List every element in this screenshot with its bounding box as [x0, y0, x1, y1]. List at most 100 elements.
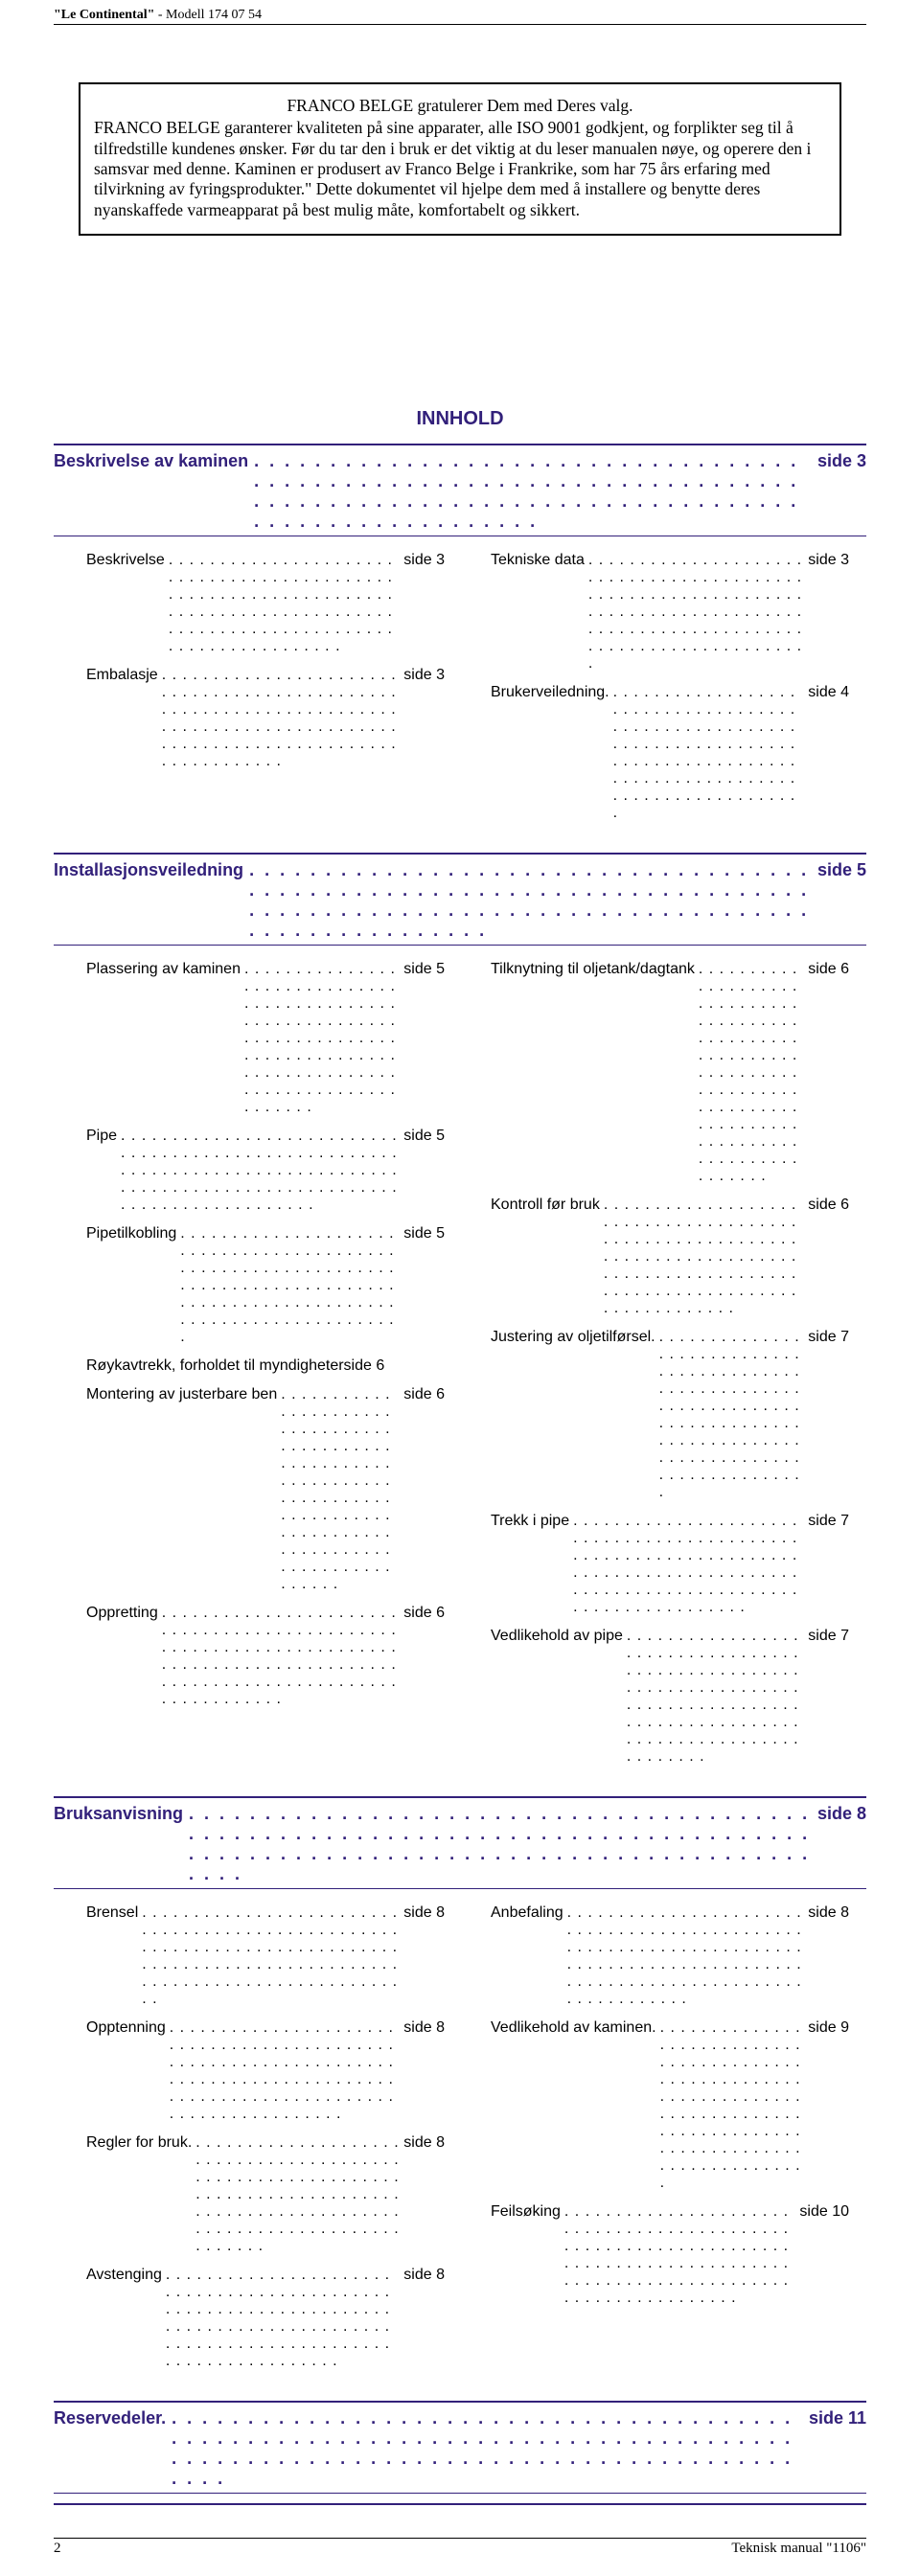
toc-item-label: Trekk i pipe	[491, 1513, 569, 1530]
toc-dots	[699, 961, 804, 1185]
toc-item: Montering av justerbare ben side 6	[86, 1386, 445, 1593]
toc-item-label: Beskrivelse	[86, 552, 165, 569]
toc-item-page: side 6	[344, 1357, 385, 1375]
toc-section-head: Beskrivelse av kaminenside 3	[54, 451, 866, 532]
toc-item: Plassering av kaminen side 5	[86, 961, 445, 1116]
toc-columns: Brenselside 8Opptenningside 8Regler for …	[54, 1897, 866, 2391]
toc-section-head: Reservedeler. side 11	[54, 2408, 866, 2489]
toc-col-right: Anbefaling side 8 Vedlikehold av kaminen. s…	[491, 1901, 849, 2382]
footer-manual: Teknisk manual "1106"	[731, 2541, 866, 2557]
toc-section-label: Bruksanvisning	[54, 1804, 183, 1824]
toc-dots	[573, 1513, 804, 1616]
toc-dots	[121, 1128, 400, 1214]
toc-dots	[660, 2019, 805, 2192]
toc-item-page: side 5	[403, 1128, 445, 1145]
toc-dots	[166, 2267, 400, 2370]
toc-item-label: Brensel	[86, 1904, 138, 1922]
toc-dots	[659, 1329, 805, 1501]
intro-body: FRANCO BELGE garanterer kvaliteten på si…	[94, 118, 826, 220]
toc-item-label: Røykavtrekk, forholdet til myndigheter	[86, 1357, 344, 1375]
toc-item-page: side 8	[403, 2019, 445, 2037]
toc-item: Regler for bruk. side 8	[86, 2134, 445, 2255]
toc-col-left: Brenselside 8Opptenningside 8Regler for …	[86, 1901, 445, 2382]
toc-item-label: Plassering av kaminen	[86, 961, 241, 978]
toc-item-label: Tekniske data	[491, 552, 585, 569]
toc-section-page: side 5	[817, 860, 866, 880]
toc-item-label: Anbefaling	[491, 1904, 564, 1922]
toc-item-page: side 6	[808, 1197, 849, 1214]
toc-dots	[196, 2134, 400, 2255]
toc-dots	[588, 552, 804, 672]
toc-dots	[169, 552, 400, 655]
toc-dots	[189, 1804, 812, 1884]
toc-item-page: side 6	[808, 961, 849, 978]
toc-item: Tekniske dataside 3	[491, 552, 849, 672]
toc-item-page: side 8	[403, 2267, 445, 2284]
toc-item: Tilknytning til oljetank/dagtank side 6	[491, 961, 849, 1185]
toc-dots	[170, 2019, 401, 2123]
toc-dots	[567, 1904, 805, 2008]
toc-dots	[627, 1628, 804, 1766]
toc-item: Avstenging side 8	[86, 2267, 445, 2370]
toc-item-label: Tilknytning til oljetank/dagtank	[491, 961, 695, 978]
toc-col-right: Tekniske dataside 3Brukerveiledning.side…	[491, 548, 849, 833]
toc-section-label: Installasjonsveiledning	[54, 860, 243, 880]
page: "Le Continental" - Modell 174 07 54 FRAN…	[0, 0, 920, 2576]
intro-line1: FRANCO BELGE gratulerer Dem med Deres va…	[94, 96, 826, 116]
toc-item-page: side 8	[808, 1904, 849, 1922]
toc-title: INNHOLD	[54, 408, 866, 430]
toc-item: Oppretting side 6	[86, 1605, 445, 1708]
toc-item-page: side 7	[808, 1513, 849, 1530]
toc-item-label: Avstenging	[86, 2267, 162, 2284]
toc-section-page: side 11	[809, 2408, 866, 2428]
toc-item-page: side 5	[403, 1225, 445, 1242]
toc-item-page: side 7	[808, 1628, 849, 1645]
toc-item-page: side 10	[799, 2203, 849, 2221]
toc-item-label: Montering av justerbare ben	[86, 1386, 277, 1403]
toc-item: Embalasje side 3	[86, 667, 445, 770]
toc-col-right: Tilknytning til oljetank/dagtankside 6Ko…	[491, 957, 849, 1777]
toc-item-label: Vedlikehold av kaminen.	[491, 2019, 656, 2037]
toc-item-label: Brukerveiledning.	[491, 684, 610, 701]
toc-section-head: Bruksanvisning side 8	[54, 1804, 866, 1884]
toc-section-page: side 8	[817, 1804, 866, 1824]
toc-item-label: Kontroll før bruk	[491, 1197, 600, 1214]
toc-dots	[172, 2408, 803, 2489]
toc-item: Beskrivelse side 3	[86, 552, 445, 655]
header-title: "Le Continental"	[54, 8, 154, 22]
toc-item: Brukerveiledning.side 4	[491, 684, 849, 822]
page-header: "Le Continental" - Modell 174 07 54	[54, 8, 866, 25]
toc-dots	[613, 684, 805, 822]
toc-item-label: Opptenning	[86, 2019, 166, 2037]
toc-item-page: side 3	[403, 552, 445, 569]
toc-dots	[162, 1605, 401, 1708]
toc-item-page: side 8	[403, 2134, 445, 2152]
toc-dots	[249, 860, 812, 941]
toc-item-label: Oppretting	[86, 1605, 158, 1622]
toc-col-left: Plassering av kaminenside 5Pipeside 5Pip…	[86, 957, 445, 1777]
toc-dots	[142, 1904, 400, 2008]
toc-section-label: Reservedeler.	[54, 2408, 166, 2428]
toc-item-label: Regler for bruk.	[86, 2134, 192, 2152]
intro-box: FRANCO BELGE gratulerer Dem med Deres va…	[79, 82, 841, 236]
page-footer: 2 Teknisk manual "1106"	[54, 2538, 866, 2557]
toc-item-page: side 5	[403, 961, 445, 978]
toc-item: Justering av oljetilførsel.side 7	[491, 1329, 849, 1501]
toc-item-page: side 6	[403, 1605, 445, 1622]
toc-item: Anbefaling side 8	[491, 1904, 849, 2008]
toc-item-page: side 3	[403, 667, 445, 684]
toc-item-label: Embalasje	[86, 667, 158, 684]
toc-item: Kontroll før bruk side 6	[491, 1197, 849, 1317]
toc-columns: Beskrivelse side 3 Embalasje side 3 Tekniske…	[54, 544, 866, 843]
toc-item-page: side 6	[403, 1386, 445, 1403]
toc-item: Opptenning side 8	[86, 2019, 445, 2123]
toc-section-head: Installasjonsveiledning side 5	[54, 860, 866, 941]
toc-item-label: Vedlikehold av pipe	[491, 1628, 623, 1645]
toc-dots	[604, 1197, 804, 1317]
toc-item-page: side 7	[808, 1329, 849, 1346]
toc-columns: Plassering av kaminenside 5Pipeside 5Pip…	[54, 953, 866, 1787]
toc-item: Vedlikehold av pipe side 7	[491, 1628, 849, 1766]
toc-item: Pipeside 5	[86, 1128, 445, 1214]
toc-dots	[281, 1386, 400, 1593]
toc-item: Trekk i pipe side 7	[491, 1513, 849, 1616]
